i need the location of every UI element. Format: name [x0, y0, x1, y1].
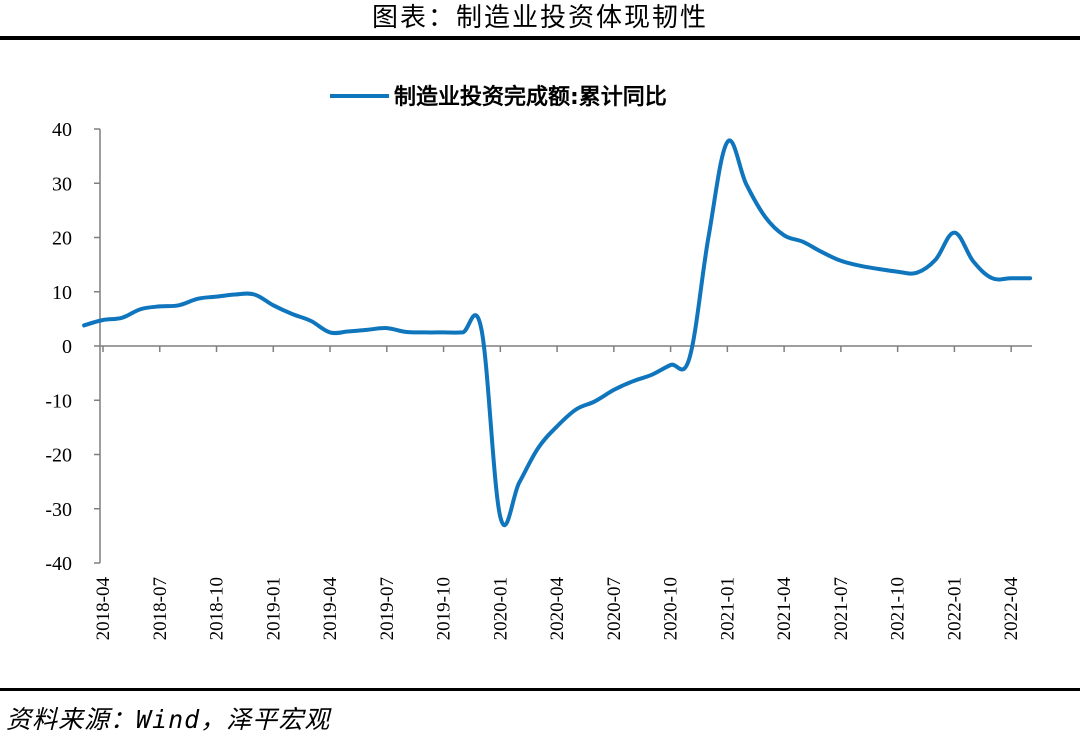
x-tick-label: 2021-01 [717, 577, 738, 640]
x-tick-label: 2022-01 [944, 577, 965, 640]
line-chart: 制造业投资完成额:累计同比 40 30 20 10 0 -10 -20 -30 -40 2018… [45, 84, 1033, 640]
y-tick-label: 40 [52, 119, 72, 141]
y-tick-label: -20 [45, 445, 72, 467]
y-axis-ticks: 40 30 20 10 0 -10 -20 -30 -40 [45, 119, 100, 575]
x-tick-label: 2020-07 [604, 577, 625, 640]
x-tick-label: 2020-10 [661, 577, 682, 640]
x-tick-label: 2021-10 [888, 577, 909, 640]
y-tick-label: -30 [45, 499, 72, 521]
x-tick-label: 2018-07 [150, 577, 171, 640]
source-note: 资料来源：Wind，泽平宏观 [6, 705, 331, 734]
chart-axes [99, 129, 1032, 563]
series-line [82, 138, 1033, 528]
series-group [82, 138, 1033, 528]
x-tick-label: 2020-04 [547, 577, 568, 641]
y-tick-label: -10 [45, 390, 72, 412]
top-rule [0, 36, 1080, 40]
x-tick-label: 2022-04 [1001, 577, 1022, 641]
x-axis-ticks: 2018-04 2018-07 2018-10 2019-01 2019-04 2019-… [93, 346, 1022, 640]
y-tick-label: -40 [45, 553, 72, 575]
x-tick-label: 2019-10 [434, 577, 455, 640]
bottom-rule [0, 688, 1080, 691]
legend-label: 制造业投资完成额:累计同比 [394, 84, 667, 110]
x-tick-label: 2019-01 [263, 577, 284, 640]
y-tick-label: 10 [52, 282, 72, 304]
x-tick-label: 2019-04 [320, 577, 341, 641]
x-tick-label: 2020-01 [490, 577, 511, 640]
y-tick-label: 20 [52, 228, 72, 250]
x-tick-label: 2018-04 [93, 577, 114, 641]
chart-legend: 制造业投资完成额:累计同比 [330, 84, 667, 110]
x-tick-label: 2018-10 [207, 577, 228, 640]
y-tick-label: 30 [52, 173, 72, 195]
x-tick-label: 2019-07 [377, 577, 398, 640]
y-tick-label: 0 [62, 336, 72, 358]
page-title: 图表：制造业投资体现韧性 [371, 3, 708, 33]
x-tick-label: 2021-07 [831, 577, 852, 640]
x-tick-label: 2021-04 [774, 577, 795, 641]
